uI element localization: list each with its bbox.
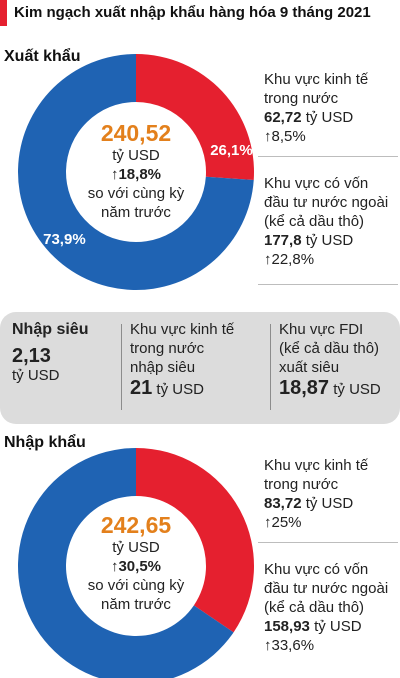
export-domestic-value: 62,72 [264, 109, 302, 126]
export-fdi-line2: đầu tư nước ngoài [264, 194, 389, 211]
import-fdi-line2: đầu tư nước ngoài [264, 580, 389, 597]
export-domestic-line2: trong nước [264, 90, 339, 107]
import-note-1: so với cùng kỳ [87, 577, 185, 594]
import-fdi-info: Khu vực có vốn đầu tư nước ngoài (kể cả … [264, 560, 388, 655]
trade-balance-box: Nhập siêu 2,13 tỷ USD Khu vực kinh tế tr… [0, 312, 400, 424]
export-fdi-info: Khu vực có vốn đầu tư nước ngoài (kể cả … [264, 174, 388, 269]
trade-balance-domestic-value: 21 [130, 377, 153, 399]
export-domestic-unit: tỷ USD [305, 109, 354, 126]
export-slice-label-domestic: 26,1% [210, 142, 253, 159]
import-fdi-unit: tỷ USD [314, 618, 362, 635]
trade-balance-fdi: Khu vực FDI (kể cả dầu thô) xuất siêu 18… [279, 320, 381, 399]
import-domestic-line1: Khu vực kinh tế [264, 457, 369, 474]
export-divider-1 [258, 156, 398, 157]
trade-balance-domestic-unit: tỷ USD [156, 381, 204, 398]
trade-balance-separator-2 [270, 324, 271, 410]
export-note-2: năm trước [101, 204, 171, 221]
import-domestic-line2: trong nước [264, 476, 339, 493]
import-domestic-value: 83,72 [264, 495, 302, 512]
export-note-1: so với cùng kỳ [87, 185, 185, 202]
trade-balance-fdi-line1: Khu vực FDI [279, 321, 364, 338]
page-title: Kim ngạch xuất nhập khẩu hàng hóa 9 thán… [14, 4, 371, 21]
export-title: Xuất khẩu [4, 48, 81, 65]
import-total-change: ↑30,5% [110, 558, 162, 575]
export-fdi-value: 177,8 [264, 232, 302, 249]
trade-balance-title: Nhập siêu [12, 321, 89, 338]
import-total: 242,65 [100, 512, 172, 538]
import-donut-chart [18, 448, 254, 678]
export-domestic-line1: Khu vực kinh tế [264, 71, 369, 88]
import-slice-fdi [18, 448, 234, 678]
export-slice-label-fdi: 73,9% [43, 231, 86, 248]
export-total: 240,52 [100, 120, 172, 146]
export-slice-fdi [17, 54, 254, 290]
export-donut-chart: 26,1% 73,9% [17, 54, 254, 290]
import-note-2: năm trước [101, 596, 171, 613]
header-accent-bar [0, 0, 7, 26]
trade-balance-fdi-line2: (kể cả dầu thô) [279, 340, 380, 357]
trade-balance-total: Nhập siêu 2,13 tỷ USD [12, 320, 88, 385]
export-fdi-change: ↑22,8% [264, 251, 315, 268]
export-total-unit: tỷ USD [112, 147, 160, 164]
export-domestic-change: ↑8,5% [264, 128, 306, 145]
trade-balance-separator-1 [121, 324, 122, 410]
import-domestic-change: ↑25% [264, 514, 302, 531]
import-fdi-value: 158,93 [264, 618, 310, 635]
import-fdi-change: ↑33,6% [264, 637, 315, 654]
trade-balance-domestic-line2: trong nước [130, 340, 205, 357]
trade-balance-unit: tỷ USD [12, 367, 60, 384]
trade-balance-domestic-line1: Khu vực kinh tế [130, 321, 235, 338]
export-domestic-info: Khu vực kinh tế trong nước 62,72 tỷ USD … [264, 70, 368, 146]
export-slice-domestic [136, 54, 254, 180]
import-fdi-line3: (kể cả dầu thô) [264, 599, 365, 616]
export-divider-2 [258, 284, 398, 285]
import-center: 242,65 tỷ USD ↑30,5% so với cùng kỳ năm … [68, 512, 204, 614]
import-title: Nhập khẩu [4, 434, 86, 451]
import-domestic-unit: tỷ USD [305, 495, 354, 512]
export-total-change: ↑18,8% [110, 166, 162, 183]
export-fdi-line1: Khu vực có vốn [264, 175, 369, 192]
import-fdi-line1: Khu vực có vốn [264, 561, 369, 578]
import-domestic-info: Khu vực kinh tế trong nước 83,72 tỷ USD … [264, 456, 368, 532]
import-divider-1 [258, 542, 398, 543]
export-center: 240,52 tỷ USD ↑18,8% so với cùng kỳ năm … [68, 120, 204, 222]
trade-balance-fdi-unit: tỷ USD [333, 381, 381, 398]
trade-balance-domestic: Khu vực kinh tế trong nước nhập siêu 21 … [130, 320, 234, 399]
trade-balance-value: 2,13 [12, 345, 51, 367]
import-total-unit: tỷ USD [112, 539, 160, 556]
import-slice-domestic [136, 448, 254, 633]
trade-balance-fdi-line3: xuất siêu [279, 359, 340, 376]
trade-balance-fdi-value: 18,87 [279, 377, 330, 399]
header: Kim ngạch xuất nhập khẩu hàng hóa 9 thán… [0, 0, 400, 26]
export-fdi-unit: tỷ USD [305, 232, 354, 249]
trade-balance-domestic-line3: nhập siêu [130, 359, 196, 376]
export-fdi-line3: (kể cả dầu thô) [264, 213, 365, 230]
